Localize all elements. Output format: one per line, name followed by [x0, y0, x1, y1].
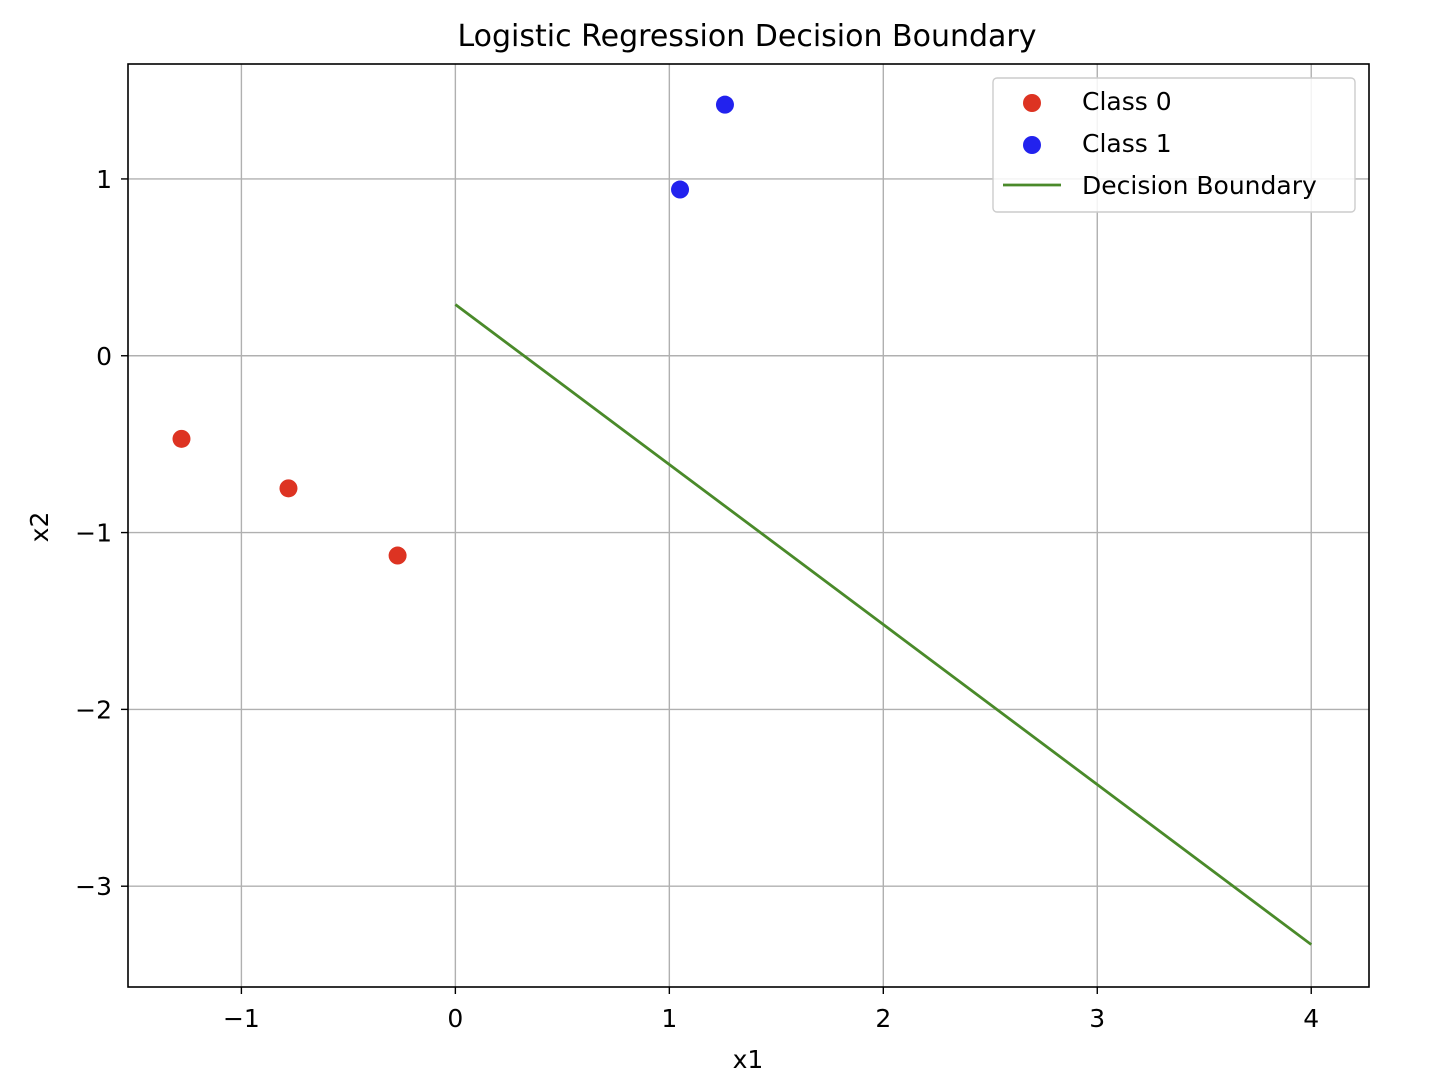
legend-label-class-1: Class 1	[1082, 129, 1172, 158]
x-tick-label: −1	[223, 1004, 260, 1033]
y-tick-label: 0	[96, 342, 112, 371]
legend-marker-class-0	[1023, 94, 1041, 112]
legend: Class 0 Class 1 Decision Boundary	[992, 77, 1356, 213]
x-tick-label: 1	[661, 1004, 677, 1033]
x-tick-label: 0	[447, 1004, 463, 1033]
data-point-class-0	[279, 479, 298, 498]
decision-boundary-layer	[454, 303, 1313, 946]
data-point-class-1	[671, 180, 690, 199]
x-tick-label: 2	[875, 1004, 891, 1033]
y-axis-label: x2	[25, 512, 54, 543]
x-axis-label: x1	[733, 1045, 764, 1074]
x-tick-label: 4	[1303, 1004, 1319, 1033]
data-point-class-0	[172, 429, 191, 448]
y-tick-label: −2	[75, 695, 112, 724]
plot-frame	[127, 63, 1370, 988]
y-tick-label: −1	[75, 519, 112, 548]
data-point-class-1	[715, 95, 734, 114]
legend-marker-class-1	[1023, 136, 1041, 154]
decision-boundary-line	[454, 303, 1313, 946]
legend-label-decision-boundary: Decision Boundary	[1082, 171, 1317, 200]
x-tick-label: 3	[1089, 1004, 1105, 1033]
y-axis-ticks: −3 −2 −1 0 1	[75, 165, 128, 901]
y-tick-label: −3	[75, 872, 112, 901]
legend-label-class-0: Class 0	[1082, 87, 1172, 116]
y-tick-label: 1	[96, 165, 112, 194]
scatter-points	[172, 95, 734, 565]
x-axis-ticks: −1 0 1 2 3 4	[223, 987, 1319, 1033]
legend-box	[992, 77, 1356, 213]
chart-title: Logistic Regression Decision Boundary	[457, 19, 1036, 54]
data-point-class-0	[388, 546, 407, 565]
